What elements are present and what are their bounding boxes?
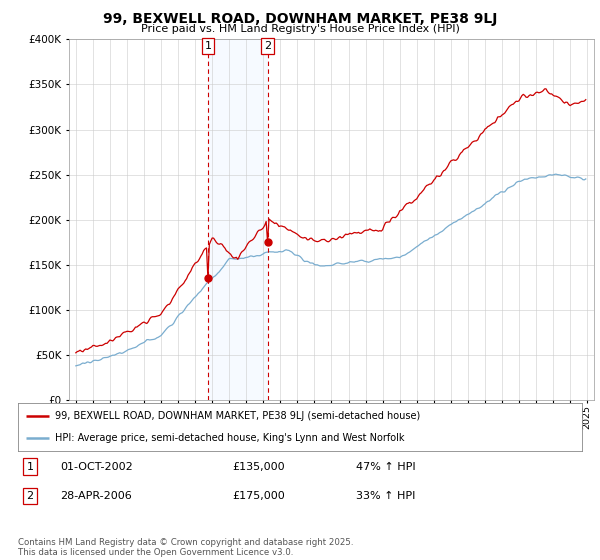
Text: 2: 2 [264, 41, 271, 51]
Point [203, 274, 213, 283]
Text: 1: 1 [26, 461, 34, 472]
Text: 01-OCT-2002: 01-OCT-2002 [60, 461, 133, 472]
Text: £135,000: £135,000 [232, 461, 285, 472]
Text: 99, BEXWELL ROAD, DOWNHAM MARKET, PE38 9LJ (semi-detached house): 99, BEXWELL ROAD, DOWNHAM MARKET, PE38 9… [55, 411, 420, 421]
Text: 99, BEXWELL ROAD, DOWNHAM MARKET, PE38 9LJ: 99, BEXWELL ROAD, DOWNHAM MARKET, PE38 9… [103, 12, 497, 26]
Text: HPI: Average price, semi-detached house, King's Lynn and West Norfolk: HPI: Average price, semi-detached house,… [55, 433, 404, 443]
Text: 33% ↑ HPI: 33% ↑ HPI [356, 491, 416, 501]
Text: 28-APR-2006: 28-APR-2006 [60, 491, 132, 501]
Text: 2: 2 [26, 491, 34, 501]
Text: Contains HM Land Registry data © Crown copyright and database right 2025.
This d: Contains HM Land Registry data © Crown c… [18, 538, 353, 557]
Text: 1: 1 [205, 41, 211, 51]
Text: Price paid vs. HM Land Registry's House Price Index (HPI): Price paid vs. HM Land Registry's House … [140, 24, 460, 34]
Bar [208, 39, 268, 400]
Text: £175,000: £175,000 [232, 491, 285, 501]
Point [263, 238, 272, 247]
Text: 47% ↑ HPI: 47% ↑ HPI [356, 461, 416, 472]
